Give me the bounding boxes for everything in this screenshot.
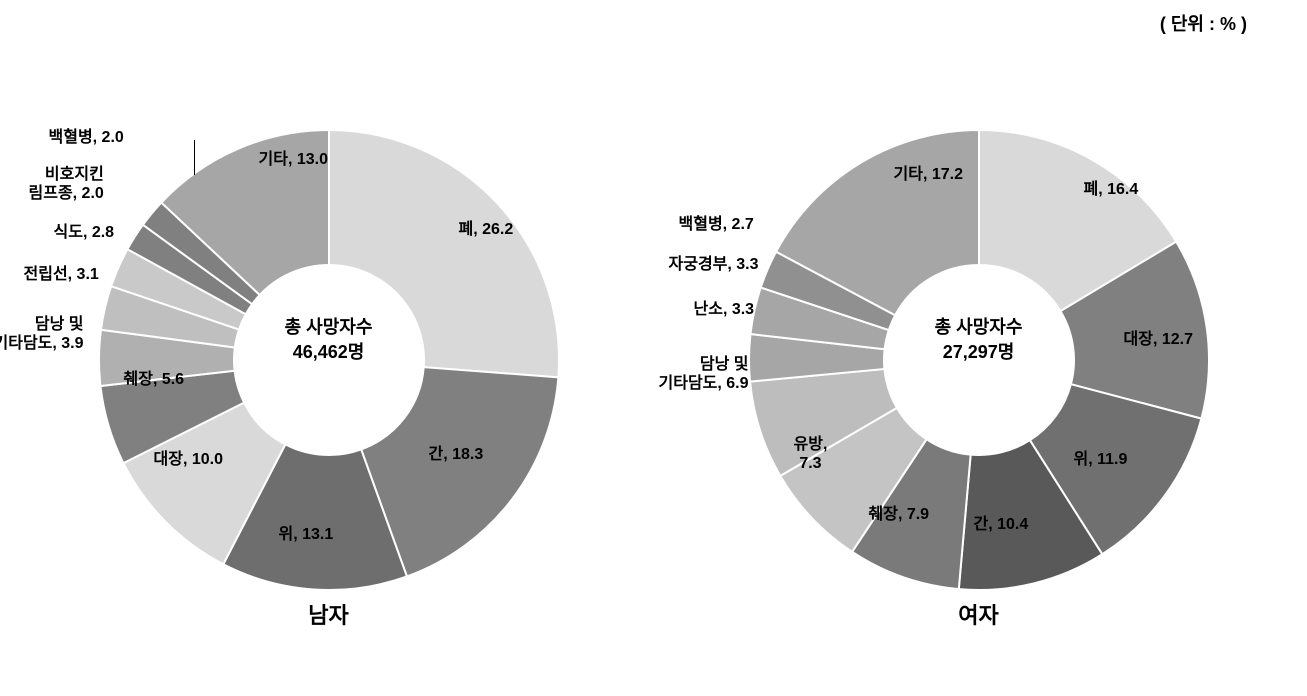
chart-title-male: 남자 <box>308 598 348 630</box>
chart-male: 총 사망자수46,462명폐, 26.2간, 18.3위, 13.1대장, 10… <box>4 50 654 650</box>
chart-female: 총 사망자수27,297명폐, 16.4대장, 12.7위, 11.9간, 10… <box>654 50 1304 650</box>
center-label-female: 총 사망자수27,297명 <box>935 315 1023 365</box>
chart-title-female: 여자 <box>958 598 998 630</box>
unit-label: ( 단위 : % ) <box>1160 10 1247 36</box>
center-value: 46,462명 <box>285 340 373 365</box>
center-title: 총 사망자수 <box>285 315 373 340</box>
charts-row: 총 사망자수46,462명폐, 26.2간, 18.3위, 13.1대장, 10… <box>0 0 1307 650</box>
center-title: 총 사망자수 <box>935 315 1023 340</box>
center-label-male: 총 사망자수46,462명 <box>285 315 373 365</box>
center-value: 27,297명 <box>935 340 1023 365</box>
